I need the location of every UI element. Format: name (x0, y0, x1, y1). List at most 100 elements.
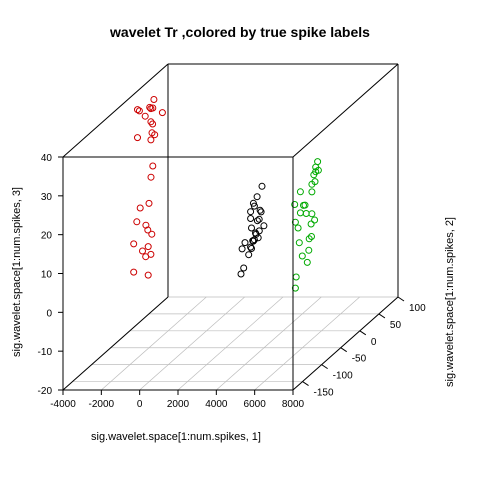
z-tick-label: -20 (38, 386, 53, 397)
data-point (258, 182, 266, 190)
data-point (147, 136, 155, 144)
box-edge (62, 63, 169, 158)
data-point (255, 227, 263, 235)
x-tick-label: 0 (137, 399, 143, 410)
y-tick (359, 330, 367, 336)
z-tick-label: 10 (41, 270, 53, 281)
floor-grid-line (216, 296, 322, 391)
data-point (254, 234, 262, 242)
data-point (237, 270, 245, 278)
data-point (249, 237, 257, 245)
x-tick-label: -2000 (89, 399, 115, 410)
data-point (245, 251, 253, 259)
data-point (253, 193, 261, 201)
data-point (149, 162, 157, 170)
y-tick (397, 296, 405, 302)
data-point (296, 188, 304, 196)
data-point (247, 208, 255, 216)
chart-title: wavelet Tr ,colored by true spike labels (109, 24, 370, 40)
data-point (146, 103, 154, 111)
data-point (291, 218, 299, 226)
data-point (253, 217, 261, 225)
y-axis-label: sig.wavelet.space[1:num.spikes, 2] (444, 217, 456, 387)
floor-grid-line (139, 296, 245, 391)
data-point (248, 245, 255, 252)
data-point (296, 209, 304, 217)
data-point (145, 199, 153, 207)
data-point (142, 221, 150, 229)
floor-grid (62, 296, 399, 391)
x-axis-label: sig.wavelet.space[1:num.spikes, 1] (91, 431, 261, 443)
data-point (260, 222, 268, 230)
data-point (238, 245, 246, 253)
data-points (130, 96, 322, 292)
y-tick-label: -50 (352, 354, 367, 365)
data-point (305, 246, 313, 254)
floor-grid-line (101, 296, 207, 391)
data-point (149, 104, 157, 112)
data-point (257, 208, 265, 216)
data-point (310, 171, 318, 179)
data-point (291, 201, 299, 208)
data-point (298, 252, 306, 260)
data-point (139, 247, 146, 255)
data-point (133, 218, 141, 226)
data-point (292, 273, 300, 281)
data-point (247, 215, 255, 222)
data-point (130, 268, 138, 276)
y-tick-label: -150 (314, 388, 334, 399)
data-point (302, 210, 310, 217)
y-tick (378, 313, 386, 319)
box-edge (292, 296, 399, 391)
data-point (148, 230, 156, 238)
floor-grid-line (177, 296, 284, 391)
box-back-edges (62, 63, 399, 391)
x-tick-label: 8000 (282, 399, 305, 410)
data-point (248, 224, 255, 232)
data-point (308, 233, 315, 240)
data-point (303, 258, 311, 266)
data-point (300, 201, 307, 209)
data-point (130, 240, 138, 248)
data-point (308, 210, 316, 218)
x-tick-label: 6000 (244, 399, 267, 410)
data-point (255, 215, 263, 223)
data-point (250, 202, 258, 210)
data-point (311, 216, 319, 224)
y-tick (340, 347, 348, 353)
axis-ticks: -4000 -2000 0 2000 4000 6000 8000-20-100102030… (38, 153, 427, 410)
data-point (241, 239, 249, 247)
z-tick-label: 30 (41, 192, 53, 203)
data-point (247, 243, 255, 251)
data-point (144, 271, 152, 279)
data-point (147, 173, 155, 181)
y-tick (321, 364, 328, 370)
data-point (314, 166, 322, 174)
data-point (141, 112, 149, 120)
data-point (240, 264, 248, 272)
data-point (147, 118, 155, 126)
data-point (150, 96, 158, 103)
data-point (158, 109, 166, 117)
z-tick-label: 0 (46, 308, 52, 319)
floor-grid-line (254, 296, 360, 391)
data-point (295, 239, 303, 247)
z-tick-label: -10 (38, 347, 53, 358)
box-edge (292, 63, 399, 158)
z-tick-label: 40 (41, 153, 53, 164)
data-point (135, 107, 143, 115)
data-point (151, 131, 159, 139)
data-point (149, 120, 157, 128)
data-point (144, 226, 152, 234)
x-tick-label: 4000 (205, 399, 228, 410)
x-tick-label: 2000 (167, 399, 190, 410)
data-point (147, 250, 155, 258)
data-point (294, 224, 302, 232)
data-point (134, 134, 141, 142)
data-point (144, 243, 152, 251)
data-point (308, 180, 316, 188)
data-point (134, 106, 141, 114)
data-point (307, 220, 315, 228)
y-tick-label: 100 (409, 303, 426, 314)
